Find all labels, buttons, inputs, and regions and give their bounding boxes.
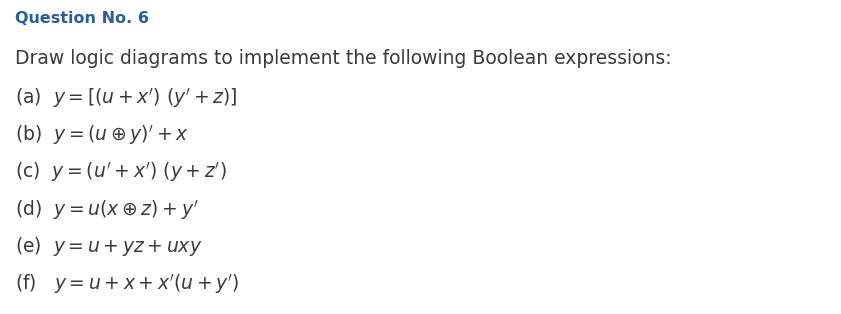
Text: (c)  $y = (u^{\prime} + x^{\prime})\ (y + z^{\prime})$: (c) $y = (u^{\prime} + x^{\prime})\ (y +… xyxy=(15,160,227,184)
Text: (b)  $y = (u \oplus y)^{\prime} + x$: (b) $y = (u \oplus y)^{\prime} + x$ xyxy=(15,123,189,147)
Text: (a)  $y = [(u + x^{\prime})\ (y^{\prime} + z)]$: (a) $y = [(u + x^{\prime})\ (y^{\prime} … xyxy=(15,86,238,110)
Text: (f)   $y = u + x + x^{\prime}(u + y^{\prime})$: (f) $y = u + x + x^{\prime}(u + y^{\prim… xyxy=(15,272,240,295)
Text: Question No. 6: Question No. 6 xyxy=(15,11,149,26)
Text: (d)  $y = u(x \oplus z) + y^{\prime}$: (d) $y = u(x \oplus z) + y^{\prime}$ xyxy=(15,198,198,221)
Text: Draw logic diagrams to implement the following Boolean expressions:: Draw logic diagrams to implement the fol… xyxy=(15,49,672,68)
Text: (e)  $y = u + yz + uxy$: (e) $y = u + yz + uxy$ xyxy=(15,235,203,257)
